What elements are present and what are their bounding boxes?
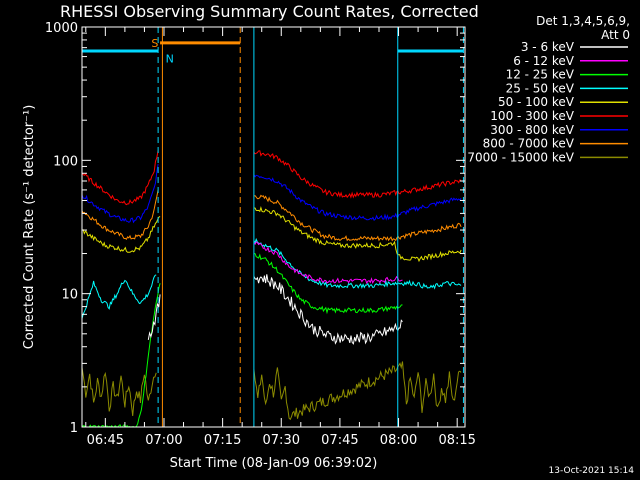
series-line-25-50-kev-seg-1 — [253, 237, 462, 290]
series-line-25-50-kev-seg-0 — [82, 274, 157, 319]
series-line-50-100-kev-seg-1 — [253, 206, 462, 263]
y-tick-label-0: 1 — [70, 421, 78, 436]
flag-label-night: N — [166, 53, 174, 66]
legend-label-3: 25 - 50 keV — [506, 81, 575, 95]
series-line-3-6-kev-seg-0 — [147, 294, 161, 340]
series-line-3-6-kev-seg-1 — [253, 274, 403, 345]
legend-header-detectors: Det 1,3,4,5,6,9, — [536, 14, 630, 28]
x-tick-label-4: 07:45 — [321, 433, 358, 448]
flag-label-saa: S — [151, 37, 158, 50]
x-tick-label-0: 06:45 — [87, 433, 124, 448]
legend-label-1: 6 - 12 keV — [513, 54, 575, 68]
legend-label-8: 7000 - 15000 keV — [467, 150, 574, 164]
x-tick-label-2: 07:15 — [204, 433, 241, 448]
footer-date: 13-Oct-2021 15:14 — [548, 466, 634, 476]
x-tick-label-1: 07:00 — [145, 433, 182, 448]
series-line-12-25-kev-seg-0 — [82, 283, 161, 427]
series-line-6-12-kev-seg-0 — [253, 241, 403, 285]
series-line-800-7000-kev-seg-1 — [253, 194, 462, 242]
series-line-300-800-kev-seg-0 — [82, 164, 159, 224]
y-tick-label-1: 10 — [61, 288, 78, 303]
legend-label-6: 300 - 800 keV — [490, 123, 574, 137]
series-line-7000-15000-kev-seg-0 — [82, 367, 157, 417]
x-tick-label-5: 08:00 — [380, 433, 417, 448]
y-tick-label-2: 100 — [53, 154, 78, 169]
legend-header-attenuator: Att 0 — [601, 28, 630, 42]
legend-label-0: 3 - 6 keV — [521, 40, 575, 54]
legend-label-4: 50 - 100 keV — [498, 95, 575, 109]
x-tick-label-6: 08:15 — [438, 433, 475, 448]
series-line-800-7000-kev-seg-0 — [82, 189, 159, 240]
y-axis-label: Corrected Count Rate (s⁻¹ detector⁻¹) — [22, 105, 37, 350]
series-line-100-300-kev-seg-1 — [253, 150, 462, 199]
series-line-50-100-kev-seg-0 — [82, 216, 161, 253]
series-line-7000-15000-kev-seg-1 — [253, 361, 462, 421]
legend-label-7: 800 - 7000 keV — [483, 137, 575, 151]
y-tick-label-3: 1000 — [45, 21, 78, 36]
plot-frame — [81, 26, 466, 428]
chart-title: RHESSI Observing Summary Count Rates, Co… — [60, 2, 479, 21]
series-line-100-300-kev-seg-0 — [82, 150, 159, 206]
x-axis-label: Start Time (08-Jan-09 06:39:02) — [170, 456, 378, 471]
x-tick-label-3: 07:30 — [263, 433, 300, 448]
legend-label-2: 12 - 25 keV — [506, 68, 575, 82]
plot-area — [82, 27, 464, 427]
series-line-12-25-kev-seg-1 — [253, 253, 403, 315]
series-line-300-800-kev-seg-1 — [253, 174, 462, 222]
legend-label-5: 100 - 300 keV — [490, 109, 574, 123]
